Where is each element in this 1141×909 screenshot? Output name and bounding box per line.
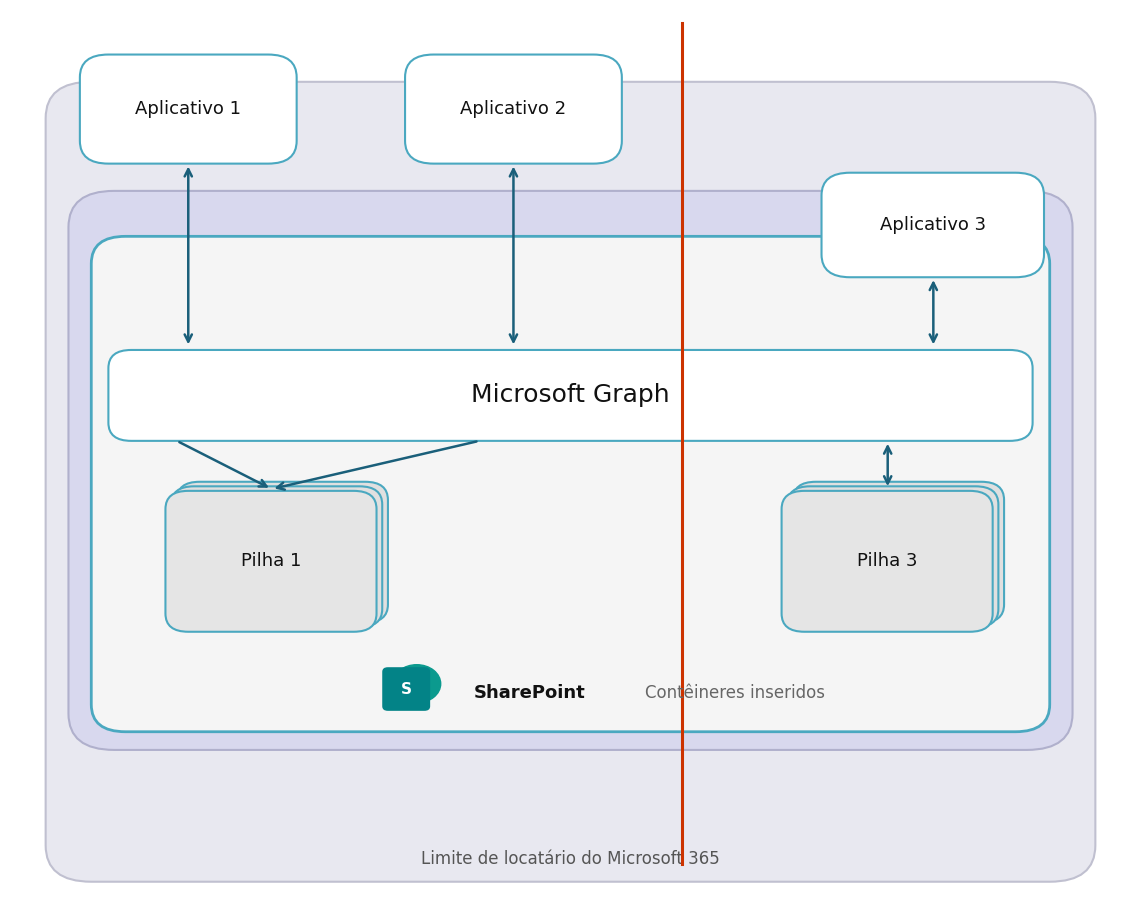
FancyBboxPatch shape bbox=[46, 82, 1095, 882]
FancyBboxPatch shape bbox=[822, 173, 1044, 277]
FancyBboxPatch shape bbox=[80, 55, 297, 164]
FancyBboxPatch shape bbox=[68, 191, 1073, 750]
Text: Contêineres inseridos: Contêineres inseridos bbox=[645, 684, 825, 702]
Text: Microsoft Graph: Microsoft Graph bbox=[471, 384, 670, 407]
Text: Aplicativo 3: Aplicativo 3 bbox=[880, 216, 987, 235]
FancyBboxPatch shape bbox=[108, 350, 1033, 441]
Text: Aplicativo 1: Aplicativo 1 bbox=[136, 100, 241, 118]
FancyBboxPatch shape bbox=[171, 486, 382, 627]
FancyBboxPatch shape bbox=[91, 236, 1050, 732]
FancyBboxPatch shape bbox=[787, 486, 998, 627]
FancyBboxPatch shape bbox=[782, 491, 993, 632]
Text: S: S bbox=[400, 682, 412, 696]
FancyBboxPatch shape bbox=[382, 667, 430, 711]
FancyBboxPatch shape bbox=[793, 482, 1004, 623]
Text: Limite de locatário do Microsoft 365: Limite de locatário do Microsoft 365 bbox=[421, 850, 720, 868]
Circle shape bbox=[393, 664, 440, 703]
FancyBboxPatch shape bbox=[165, 491, 377, 632]
FancyBboxPatch shape bbox=[405, 55, 622, 164]
Text: Pilha 3: Pilha 3 bbox=[857, 552, 919, 570]
Text: Aplicativo 2: Aplicativo 2 bbox=[460, 100, 567, 118]
Text: SharePoint: SharePoint bbox=[474, 684, 585, 702]
FancyBboxPatch shape bbox=[177, 482, 388, 623]
Text: Pilha 1: Pilha 1 bbox=[242, 552, 301, 570]
